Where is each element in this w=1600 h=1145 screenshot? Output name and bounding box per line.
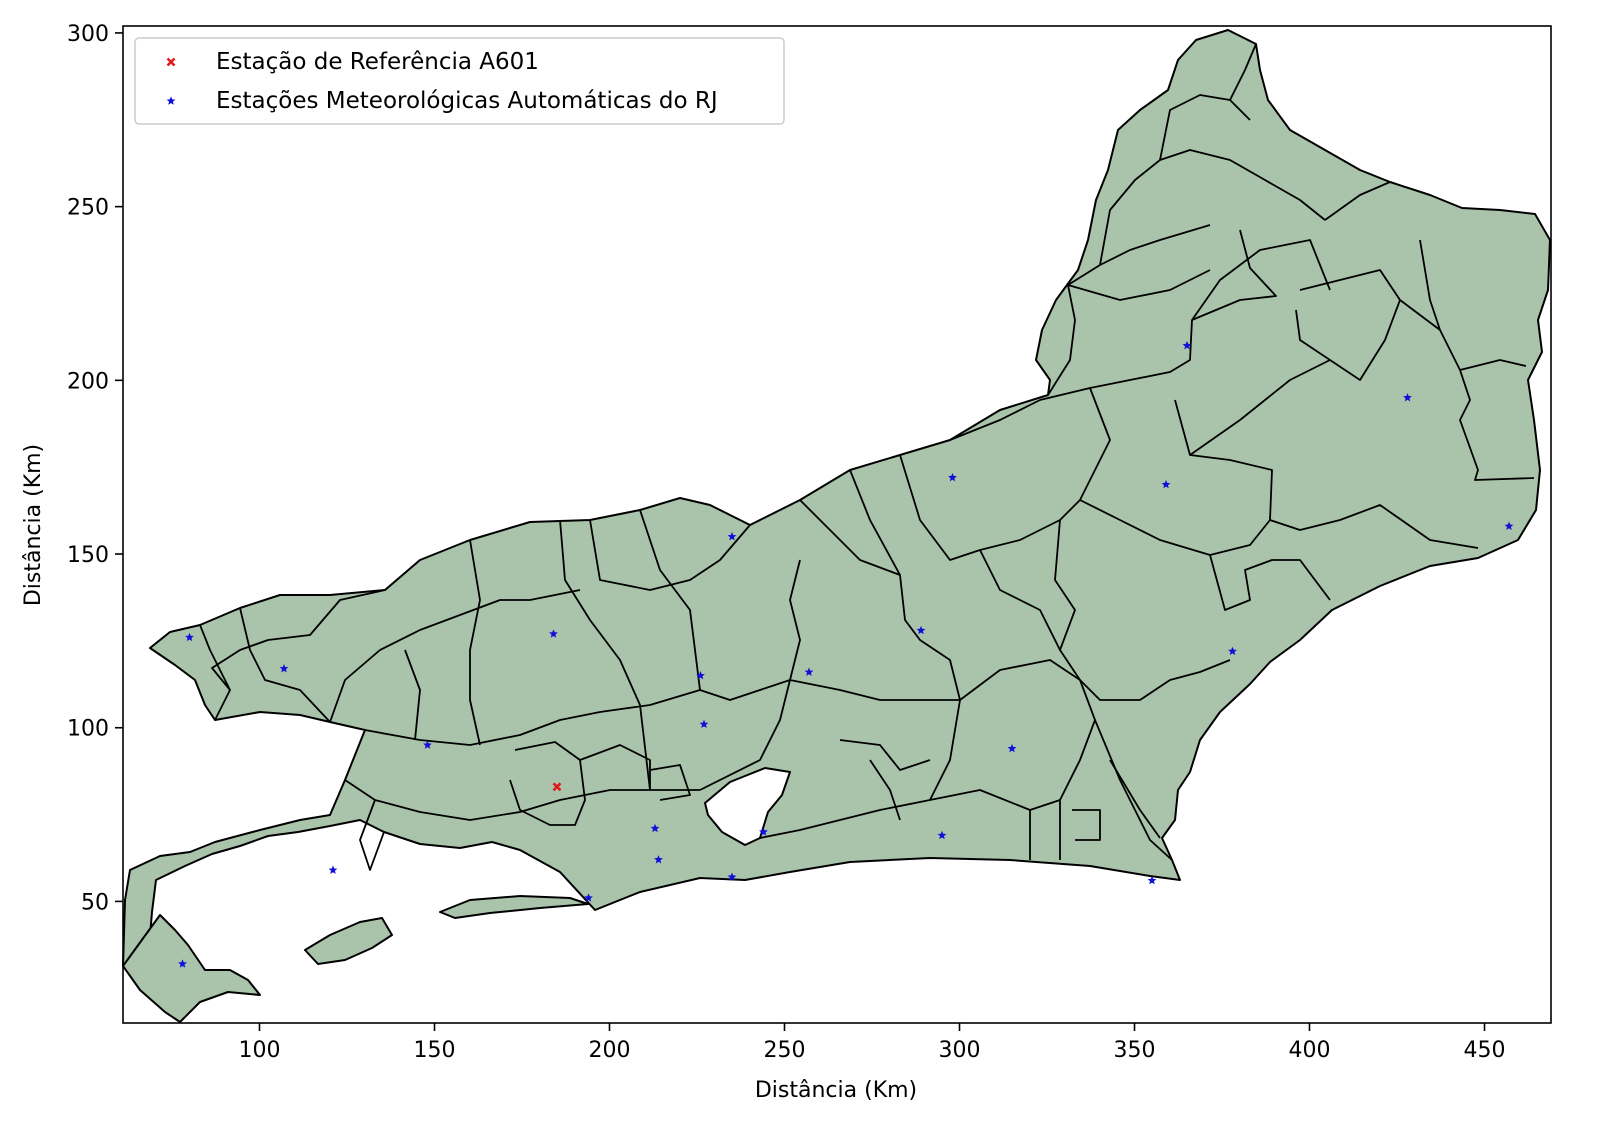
station-marker-18 [948,473,957,482]
station-marker-20 [1147,875,1157,885]
x-tick-label-250: 250 [764,1038,806,1063]
x-tick-label-350: 350 [1114,1038,1156,1063]
station-marker-3 [178,959,187,968]
station-marker-9 [654,855,663,864]
x-tick-label-150: 150 [414,1038,456,1063]
station-marker-14 [759,827,768,836]
station-marker-10 [696,671,705,680]
reference-station-marker [552,782,562,792]
legend-symbol-reference [166,57,176,67]
station-marker-4 [328,865,338,874]
station-marker-17 [937,830,947,840]
station-marker-11 [699,719,709,728]
legend-box [134,37,785,125]
x-tick-label-200: 200 [589,1038,631,1063]
station-marker-7 [584,893,593,902]
y-tick-label-200: 200 [67,369,109,394]
station-marker-15 [804,667,814,676]
plot-frame [122,25,1552,1024]
y-tick-label-150: 150 [67,543,109,568]
legend-marker-reference [166,57,176,67]
station-marker-2 [279,664,289,673]
station-marker-8 [650,823,660,833]
y-axis-label: Distância (Km) [21,444,46,606]
station-marker-6 [549,629,558,638]
legend-symbol-stations [166,96,176,105]
station-marker-16 [916,625,926,635]
station-marker-5 [423,740,432,749]
x-tick-label-450: 450 [1464,1038,1506,1063]
station-marker-1 [185,632,194,642]
x-tick-label-100: 100 [239,1038,281,1063]
y-tick-label-300: 300 [67,22,109,47]
station-marker-19 [1007,743,1017,753]
station-marker-24 [1403,393,1412,402]
x-axis-ticks: 100 150 200 250 300 350 400 450 [239,1023,1506,1063]
y-tick-label-50: 50 [81,890,109,915]
station-marker-23 [1228,646,1237,656]
guanabara-bay [704,767,791,846]
y-axis-ticks: 50 100 150 200 250 300 [67,22,123,915]
legend-label-stations: Estações Meteorológicas Automáticas do R… [216,88,718,114]
station-marker-13 [727,872,737,881]
station-markers [178,341,1514,968]
ilha-grande [304,917,393,965]
station-marker-12 [727,532,737,541]
y-tick-label-250: 250 [67,196,109,221]
station-marker-21 [1161,479,1171,489]
restinga-marambaia [439,895,589,919]
station-marker-22 [1182,341,1192,350]
x-tick-label-400: 400 [1289,1038,1331,1063]
legend-marker-stations [166,96,176,105]
state-territory-map [122,29,1551,1023]
mainland-region [122,29,1551,967]
southwest-tip-region [122,914,261,1023]
x-tick-label-300: 300 [939,1038,981,1063]
legend-label-reference: Estação de Referência A601 [216,49,539,75]
station-marker-25 [1504,521,1514,530]
municipal-boundaries [199,43,1535,871]
x-axis-label: Distância (Km) [755,1078,917,1103]
legend: Estação de Referência A601 Estações Mete… [134,37,785,125]
y-tick-label-100: 100 [67,717,109,742]
